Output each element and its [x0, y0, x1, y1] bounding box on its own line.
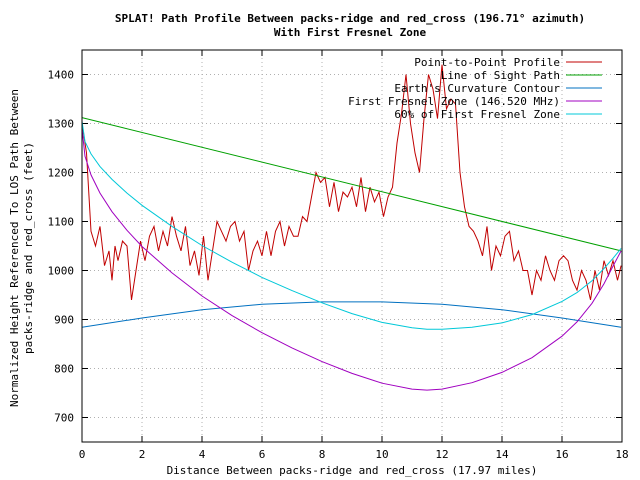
x-tick-label: 2	[139, 448, 146, 461]
series-line-terrain-profile	[81, 64, 622, 301]
series-line-fresnel-zone-60pct	[81, 121, 622, 330]
y-tick-label: 1200	[48, 167, 75, 180]
y-tick-label: 1100	[48, 216, 75, 229]
x-tick-label: 16	[555, 448, 568, 461]
legend-label: 60% of First Fresnel Zone	[394, 108, 560, 121]
x-tick-label: 14	[495, 448, 509, 461]
x-tick-label: 10	[375, 448, 388, 461]
y-tick-label: 1400	[48, 69, 75, 82]
x-tick-label: 12	[435, 448, 448, 461]
series-group	[81, 64, 622, 391]
x-axis-label: Distance Between packs-ridge and red_cro…	[167, 464, 538, 477]
series-line-first-fresnel-zone	[81, 128, 622, 391]
x-tick-label: 18	[615, 448, 628, 461]
series-line-line-of-sight	[81, 117, 622, 252]
y-tick-label: 1000	[48, 265, 75, 278]
chart-title: SPLAT! Path Profile Between packs-ridge …	[115, 12, 585, 25]
x-tick-label: 6	[259, 448, 266, 461]
y-axis-label-line1: Normalized Height Referenced To LOS Path…	[8, 89, 21, 407]
plot-frame	[81, 49, 623, 443]
legend-label: First Fresnel Zone (146.520 MHz)	[348, 95, 560, 108]
y-tick-label: 900	[54, 314, 74, 327]
legend-label: Earth's Curvature Contour	[394, 82, 560, 95]
axes: 700 800 900 1000 1100 1200 1300 1400 0 2 4 6 8 10 12 14…	[48, 50, 629, 461]
x-tick-label: 8	[319, 448, 326, 461]
legend-label: Line of Sight Path	[441, 69, 560, 82]
y-tick-label: 1300	[48, 118, 75, 131]
series-line-earth-curvature	[81, 301, 622, 328]
legend-label: Point-to-Point Profile	[414, 56, 560, 69]
y-tick-label: 800	[54, 363, 74, 376]
x-tick-label: 4	[199, 448, 206, 461]
chart-subtitle: With First Fresnel Zone	[274, 26, 427, 39]
x-tick-label: 0	[79, 448, 86, 461]
y-tick-label: 700	[54, 412, 74, 425]
y-axis-label-line2: packs-ridge and red_cross (feet)	[22, 142, 35, 354]
